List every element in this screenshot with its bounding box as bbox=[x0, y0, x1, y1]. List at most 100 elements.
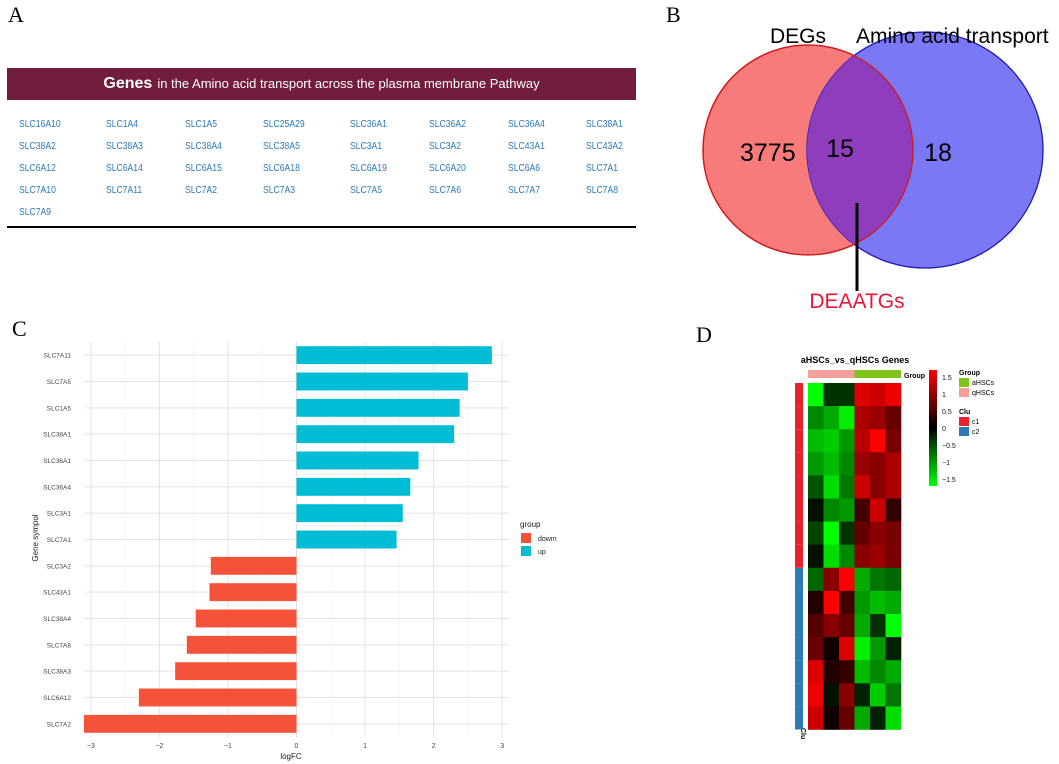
heatmap-cell bbox=[808, 452, 824, 476]
heatmap-cell bbox=[854, 406, 871, 430]
heatmap-cell bbox=[839, 475, 855, 499]
heatmap-cell bbox=[823, 706, 840, 730]
chart-x-tick-labels: −3 −2 −1 0 1 2 3 bbox=[87, 743, 504, 750]
gene-slc38a1[interactable]: SLC38A1 bbox=[586, 118, 623, 130]
heatmap-cell bbox=[854, 383, 871, 407]
gene-slc43a2[interactable]: SLC43A2 bbox=[586, 140, 623, 152]
y-tick-label-slc7a1: SLC7A1 bbox=[47, 537, 72, 544]
heatmap-cell bbox=[839, 406, 855, 430]
gene-slc7a6[interactable]: SLC7A6 bbox=[429, 184, 462, 196]
panel-label-a: A bbox=[8, 2, 24, 27]
gene-slc7a10[interactable]: SLC7A10 bbox=[19, 184, 56, 196]
gene-slc36a2[interactable]: SLC36A2 bbox=[429, 118, 466, 130]
gene-slc25a29[interactable]: SLC25A29 bbox=[263, 118, 305, 130]
color-scale-tick-label: 1.5 bbox=[942, 375, 952, 382]
heatmap-cell bbox=[854, 706, 871, 730]
cluster-track-cell-c2 bbox=[795, 660, 803, 684]
gene-slc1a5[interactable]: SLC1A5 bbox=[185, 118, 218, 130]
gene-slc6a18[interactable]: SLC6A18 bbox=[263, 162, 300, 174]
bar-slc7a2 bbox=[84, 714, 297, 733]
genes-title-rest: in the Amino acid transport across the p… bbox=[157, 76, 540, 91]
heatmap-cell bbox=[854, 683, 871, 707]
logfc-bar-chart: SLC7A11SLC7A5SLC1A5SLC38A1SLC36A1SLC36A4… bbox=[31, 342, 557, 761]
heatmap-cell bbox=[870, 567, 886, 592]
legend-swatch-qhscs bbox=[959, 388, 969, 397]
gene-slc6a15[interactable]: SLC6A15 bbox=[185, 162, 222, 174]
heatmap-cell bbox=[808, 590, 824, 615]
gene-slc38a5[interactable]: SLC38A5 bbox=[263, 140, 300, 152]
bar-slc1a5 bbox=[296, 398, 460, 417]
heatmap-cell bbox=[808, 475, 824, 499]
heatmap-cell bbox=[808, 544, 824, 569]
gene-slc6a14[interactable]: SLC6A14 bbox=[106, 162, 143, 174]
legend-label-ahscs: aHSCs bbox=[972, 380, 995, 387]
bar-slc7a1 bbox=[296, 530, 397, 549]
bar-slc38a4 bbox=[195, 609, 297, 628]
heatmap-cell bbox=[839, 544, 855, 569]
gene-slc1a4[interactable]: SLC1A4 bbox=[106, 118, 139, 130]
heatmap-cells bbox=[808, 383, 902, 730]
gene-slc3a2[interactable]: SLC3A2 bbox=[429, 140, 462, 152]
heatmap-cell bbox=[870, 706, 886, 730]
venn-left-outline bbox=[702, 44, 914, 256]
gene-slc6a19[interactable]: SLC6A19 bbox=[350, 162, 387, 174]
heatmap-cell bbox=[854, 590, 871, 615]
y-tick-label-slc3a1: SLC3A1 bbox=[47, 511, 72, 518]
heatmap-cell bbox=[854, 475, 871, 499]
gene-slc38a2[interactable]: SLC38A2 bbox=[19, 140, 56, 152]
gene-slc3a1[interactable]: SLC3A1 bbox=[350, 140, 383, 152]
heatmap-cell bbox=[854, 637, 871, 661]
heatmap-cell bbox=[870, 429, 886, 453]
heatmap-cell bbox=[823, 429, 840, 453]
heatmap-cell bbox=[854, 544, 871, 569]
heatmap-clu-track-label: Clu bbox=[799, 728, 806, 739]
legend-swatch-c2 bbox=[959, 427, 969, 436]
gene-slc43a1[interactable]: SLC43A1 bbox=[508, 140, 545, 152]
color-scale-ticks: 1.5 1 0.5 0 −0.5 −1 −1.5 bbox=[942, 375, 956, 484]
cluster-track-cell-c1 bbox=[795, 406, 803, 430]
heatmap-cell bbox=[808, 637, 824, 661]
legend-label-c2: c2 bbox=[972, 429, 980, 436]
heatmap-cell bbox=[854, 521, 871, 545]
group-track-cell-ahscs bbox=[854, 370, 870, 378]
heatmap-title: aHSCs_vs_qHSCs Genes bbox=[801, 355, 910, 365]
heatmap-cell bbox=[808, 567, 824, 592]
heatmap-cell bbox=[808, 660, 824, 684]
gene-slc7a8[interactable]: SLC7A8 bbox=[586, 184, 619, 196]
heatmap-cell bbox=[808, 383, 824, 407]
gene-slc38a3[interactable]: SLC38A3 bbox=[106, 140, 143, 152]
gene-slc36a4[interactable]: SLC36A4 bbox=[508, 118, 545, 130]
gene-slc7a2[interactable]: SLC7A2 bbox=[185, 184, 218, 196]
legend-swatch-up bbox=[521, 546, 531, 556]
legend-clu-title: Clu bbox=[959, 409, 970, 416]
gene-slc16a10[interactable]: SLC16A10 bbox=[19, 118, 61, 130]
cluster-track-cell-c2 bbox=[795, 683, 803, 707]
legend-title: group bbox=[520, 520, 541, 529]
gene-slc38a4[interactable]: SLC38A4 bbox=[185, 140, 222, 152]
gene-slc7a9[interactable]: SLC7A9 bbox=[19, 206, 52, 218]
gene-slc6a6[interactable]: SLC6A6 bbox=[508, 162, 541, 174]
heatmap-cell bbox=[839, 683, 855, 707]
gene-slc7a3[interactable]: SLC7A3 bbox=[263, 184, 296, 196]
genes-table-header: Genes in the Amino acid transport across … bbox=[7, 68, 636, 100]
color-scale-bar bbox=[929, 370, 937, 486]
heatmap-cell bbox=[823, 406, 840, 430]
gene-slc7a1[interactable]: SLC7A1 bbox=[586, 162, 619, 174]
bar-slc6a12 bbox=[138, 688, 297, 707]
heatmap-cell bbox=[854, 660, 871, 684]
y-tick-label-slc7a8: SLC7A8 bbox=[47, 642, 72, 649]
panel-label-d: D bbox=[696, 322, 712, 347]
gene-slc6a12[interactable]: SLC6A12 bbox=[19, 162, 56, 174]
y-tick-label-slc7a11: SLC7A11 bbox=[44, 353, 72, 360]
gene-slc36a1[interactable]: SLC36A1 bbox=[350, 118, 387, 130]
gene-slc7a7[interactable]: SLC7A7 bbox=[508, 184, 541, 196]
heatmap-cell bbox=[885, 521, 902, 545]
bar-slc38a3 bbox=[175, 662, 297, 681]
heatmap-cell bbox=[808, 706, 824, 730]
heatmap-cell bbox=[870, 498, 886, 522]
gene-slc7a11[interactable]: SLC7A11 bbox=[106, 184, 143, 196]
legend-swatch-ahscs bbox=[959, 378, 969, 387]
gene-slc6a20[interactable]: SLC6A20 bbox=[429, 162, 466, 174]
heatmap-cell bbox=[870, 683, 886, 707]
gene-slc7a5[interactable]: SLC7A5 bbox=[350, 184, 383, 196]
